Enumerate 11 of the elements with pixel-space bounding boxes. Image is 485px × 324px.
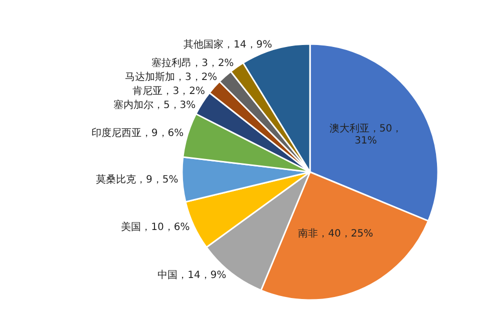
slice-label: 南非，40，25% [298, 227, 374, 240]
slice-label: 马达加斯加，3，2% [124, 71, 218, 84]
slice-label: 印度尼西亚，9，6% [91, 127, 184, 140]
slice-label: 肯尼亚，3，2% [132, 85, 205, 98]
slice-label: 塞内加尔，5，3% [113, 99, 196, 112]
slice-label: 澳大利亚，50，31% [329, 122, 402, 146]
slice-label: 塞拉利昂，3，2% [152, 57, 234, 70]
slice-label: 美国，10，6% [121, 220, 190, 233]
slice-label: 其他国家，14，9% [184, 38, 272, 50]
slice-label: 莫桑比克，9，5% [96, 173, 178, 186]
slice-label: 中国，14，9% [158, 269, 226, 282]
